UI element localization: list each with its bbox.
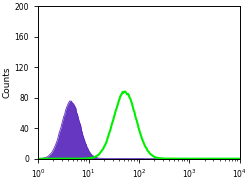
Y-axis label: Counts: Counts xyxy=(3,67,12,98)
